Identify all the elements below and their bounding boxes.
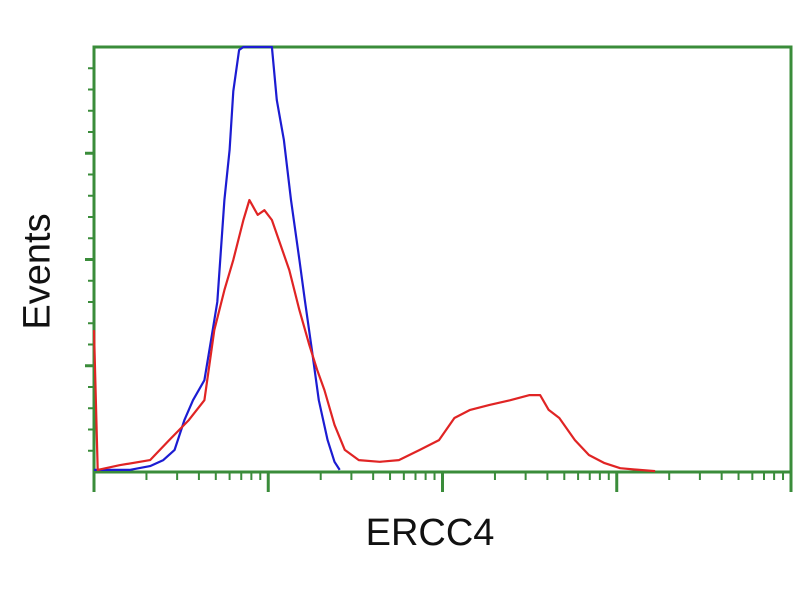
red-histogram-line (92, 198, 656, 473)
blue-histogram-line (94, 45, 341, 471)
x-axis-label: ERCC4 (365, 512, 495, 554)
y-axis-label: Events (16, 213, 59, 330)
